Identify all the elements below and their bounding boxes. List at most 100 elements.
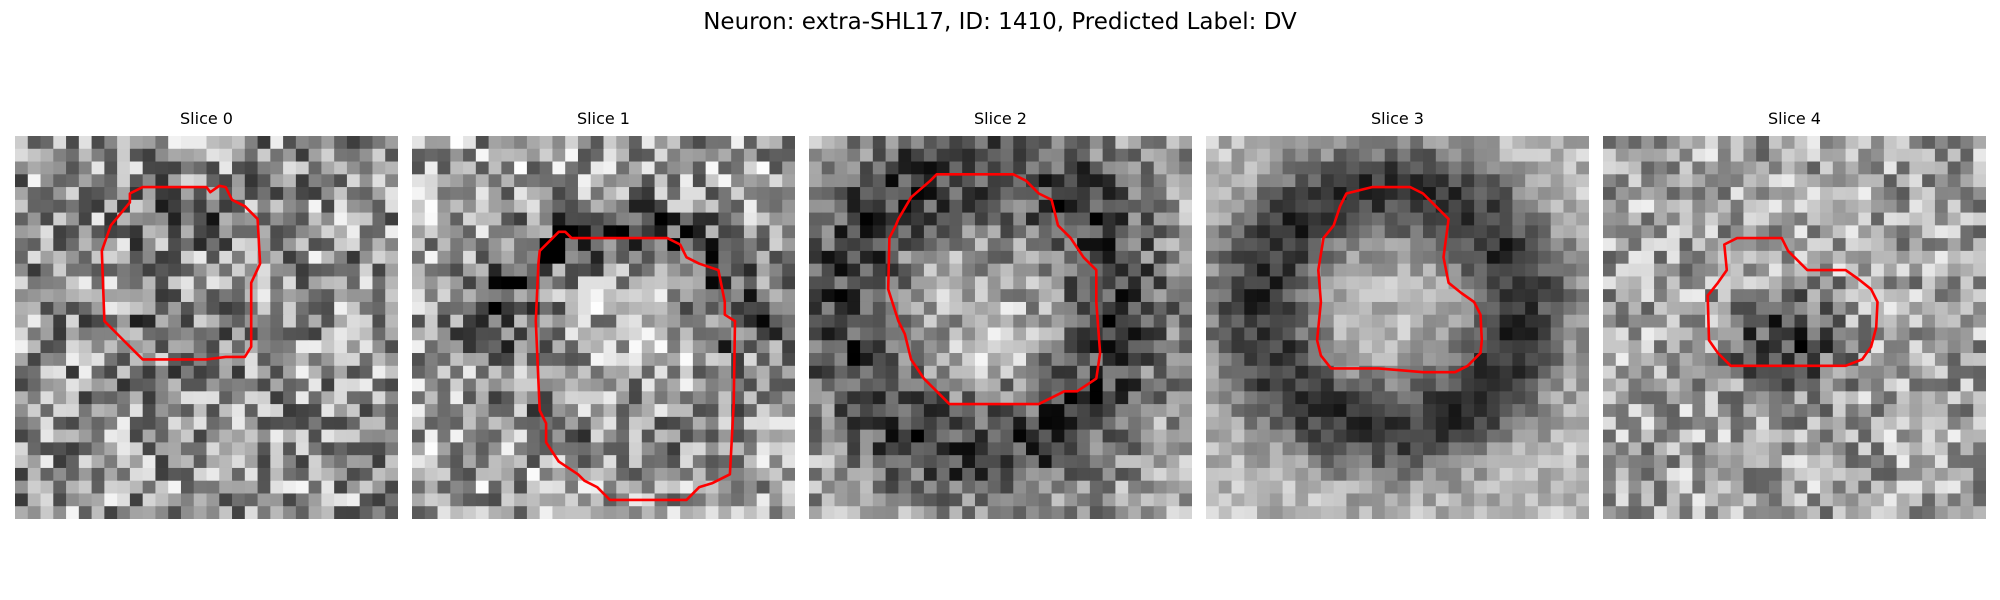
pixel-cell xyxy=(705,289,719,303)
pixel-cell xyxy=(962,314,976,329)
pixel-cell xyxy=(66,365,80,380)
pixel-cell xyxy=(1231,429,1245,443)
pixel-cell xyxy=(1089,493,1104,507)
pixel-cell xyxy=(1973,161,1986,175)
pixel-cell xyxy=(1282,353,1296,367)
pixel-cell xyxy=(1410,250,1424,265)
slice-panel-0: Slice 0 xyxy=(15,108,398,519)
pixel-cell xyxy=(295,365,310,380)
pixel-cell xyxy=(680,404,694,418)
pixel-cell xyxy=(372,442,386,456)
pixel-cell xyxy=(1486,136,1501,150)
pixel-cell xyxy=(283,340,297,354)
pixel-cell xyxy=(117,455,131,469)
pixel-cell xyxy=(743,340,758,354)
pixel-cell xyxy=(91,480,105,495)
pixel-cell xyxy=(1794,493,1808,507)
pixel-cell xyxy=(629,429,643,443)
pixel-cell xyxy=(1563,429,1577,443)
pixel-cell xyxy=(1013,225,1027,239)
pixel-cell xyxy=(1282,136,1296,150)
pixel-cell xyxy=(1896,301,1910,316)
pixel-cell xyxy=(1218,263,1233,278)
pixel-cell xyxy=(1537,480,1552,495)
pixel-cell xyxy=(1756,391,1770,405)
pixel-cell xyxy=(590,199,605,214)
pixel-cell xyxy=(1628,455,1642,469)
pixel-cell xyxy=(860,480,874,495)
pixel-cell xyxy=(424,212,439,226)
pixel-cell xyxy=(1461,225,1475,239)
pixel-cell xyxy=(641,187,656,201)
pixel-cell xyxy=(1244,136,1258,150)
pixel-cell xyxy=(1038,238,1053,252)
pixel-cell xyxy=(782,353,795,367)
pixel-cell xyxy=(219,250,233,265)
pixel-cell xyxy=(1295,327,1309,341)
pixel-cell xyxy=(308,161,322,175)
pixel-cell xyxy=(809,314,823,329)
pixel-cell xyxy=(270,353,284,367)
pixel-cell xyxy=(1140,416,1155,431)
pixel-cell xyxy=(385,263,398,278)
pixel-cell xyxy=(1231,442,1245,456)
pixel-cell xyxy=(450,391,464,405)
pixel-cell xyxy=(885,340,899,354)
pixel-cell xyxy=(987,429,1002,443)
pixel-cell xyxy=(1756,263,1770,278)
pixel-cell xyxy=(270,506,284,519)
pixel-cell xyxy=(244,455,259,469)
pixel-cell xyxy=(718,429,732,443)
pixel-cell xyxy=(295,404,310,418)
pixel-cell xyxy=(1525,506,1539,519)
pixel-cell xyxy=(1359,263,1373,278)
pixel-cell xyxy=(1692,276,1706,290)
pixel-cell xyxy=(1641,314,1655,329)
pixel-cell xyxy=(1384,199,1399,214)
pixel-cell xyxy=(1346,429,1360,443)
pixel-cell xyxy=(359,250,374,265)
pixel-cell xyxy=(424,263,439,278)
pixel-cell xyxy=(1218,174,1233,188)
pixel-cell xyxy=(53,480,67,495)
pixel-cell xyxy=(1641,378,1655,392)
pixel-cell xyxy=(654,174,668,188)
pixel-cell xyxy=(1756,480,1770,495)
pixel-cell xyxy=(1089,429,1104,443)
pixel-cell xyxy=(1384,314,1399,329)
pixel-cell xyxy=(206,238,220,252)
pixel-cell xyxy=(437,148,451,163)
pixel-cell xyxy=(834,289,848,303)
pixel-cell xyxy=(1871,263,1885,278)
pixel-cell xyxy=(1743,174,1757,188)
pixel-cell xyxy=(1820,429,1834,443)
pixel-cell xyxy=(475,442,490,456)
pixel-cell xyxy=(603,404,617,418)
pixel-cell xyxy=(1140,136,1155,150)
pixel-cell xyxy=(641,212,656,226)
pixel-cell xyxy=(1128,378,1142,392)
pixel-cell xyxy=(104,442,118,456)
pixel-cell xyxy=(475,174,490,188)
pixel-cell xyxy=(911,442,925,456)
pixel-cell xyxy=(1333,506,1348,519)
pixel-cell xyxy=(1115,301,1129,316)
pixel-cell xyxy=(1743,442,1757,456)
pixel-cell xyxy=(692,506,707,519)
pixel-cell xyxy=(1102,174,1116,188)
pixel-cell xyxy=(911,506,925,519)
pixel-cell xyxy=(1218,506,1233,519)
pixel-cell xyxy=(117,429,131,443)
pixel-cell xyxy=(962,493,976,507)
pixel-cell xyxy=(1692,301,1706,316)
pixel-cell xyxy=(1922,314,1936,329)
pixel-cell xyxy=(295,378,310,392)
pixel-cell xyxy=(949,301,963,316)
pixel-cell xyxy=(1743,353,1757,367)
pixel-cell xyxy=(692,289,707,303)
pixel-cell xyxy=(1909,199,1923,214)
pixel-cell xyxy=(1000,365,1014,380)
pixel-cell xyxy=(1563,161,1577,175)
pixel-cell xyxy=(603,365,617,380)
pixel-cell xyxy=(1423,263,1437,278)
